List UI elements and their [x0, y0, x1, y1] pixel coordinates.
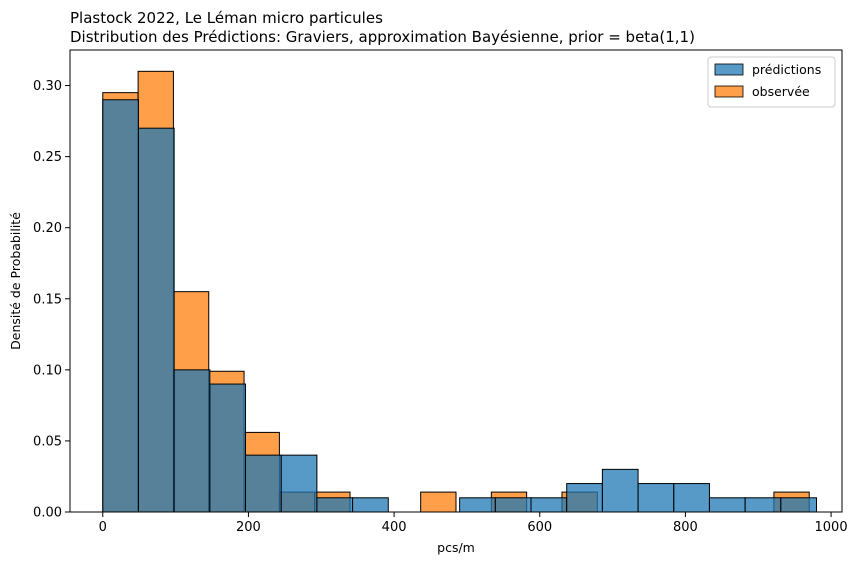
x-axis: 0 200 400 600 800 1000	[99, 512, 848, 535]
bar-predictions-4	[245, 454, 282, 513]
legend: prédictions observée	[707, 56, 836, 108]
y-tick-label: 0.20	[33, 221, 62, 236]
bar-predictions-17	[708, 497, 746, 513]
y-tick-label: 0.30	[33, 79, 62, 94]
legend-label-predictions: prédictions	[752, 62, 821, 77]
legend-label-observee: observée	[752, 84, 810, 99]
bar-predictions-15	[637, 483, 675, 513]
chart-subtitle: Distribution des Prédictions: Graviers, …	[70, 28, 695, 46]
y-tick-label: 0.15	[33, 292, 62, 307]
bar-predictions-5	[280, 454, 318, 513]
legend-swatch-predictions	[714, 63, 744, 76]
legend-swatch-observee	[714, 85, 744, 98]
y-tick-label: 0.05	[33, 434, 62, 449]
x-tick-label: 400	[382, 520, 407, 535]
x-tick-label: 600	[527, 520, 552, 535]
bar-predictions-13	[566, 483, 603, 513]
y-tick-label: 0.00	[33, 506, 62, 521]
series-predictions-bars	[102, 99, 818, 513]
bar-predictions-10	[459, 497, 496, 513]
x-axis-label: pcs/m	[437, 540, 475, 555]
x-tick-label: 800	[673, 520, 698, 535]
x-tick-label: 0	[99, 520, 107, 535]
y-tick-label: 0.10	[33, 363, 62, 378]
bar-predictions-7	[352, 497, 389, 513]
x-tick-label: 1000	[815, 520, 848, 535]
bar-predictions-12	[530, 497, 568, 513]
x-tick-label: 200	[236, 520, 261, 535]
plot-frame	[69, 49, 843, 513]
chart-title: Plastock 2022, Le Léman micro particules	[70, 9, 383, 27]
bar-predictions-11	[494, 497, 532, 513]
y-axis: 0.00 0.05 0.10 0.15 0.20 0.25 0.30	[33, 79, 70, 521]
y-tick-label: 0.25	[33, 150, 62, 165]
bar-predictions-1	[137, 127, 175, 513]
bar-predictions-6	[316, 497, 354, 513]
bar-predictions-2	[173, 369, 211, 513]
bar-predictions-3	[209, 383, 247, 513]
bar-predictions-18	[744, 497, 782, 513]
bar-predictions-0	[102, 99, 139, 513]
bar-observee-9	[420, 491, 457, 513]
bar-predictions-16	[673, 483, 710, 513]
bar-predictions-19	[780, 497, 818, 513]
y-axis-label: Densité de Probabilité	[8, 212, 23, 350]
bar-predictions-14	[601, 468, 639, 513]
